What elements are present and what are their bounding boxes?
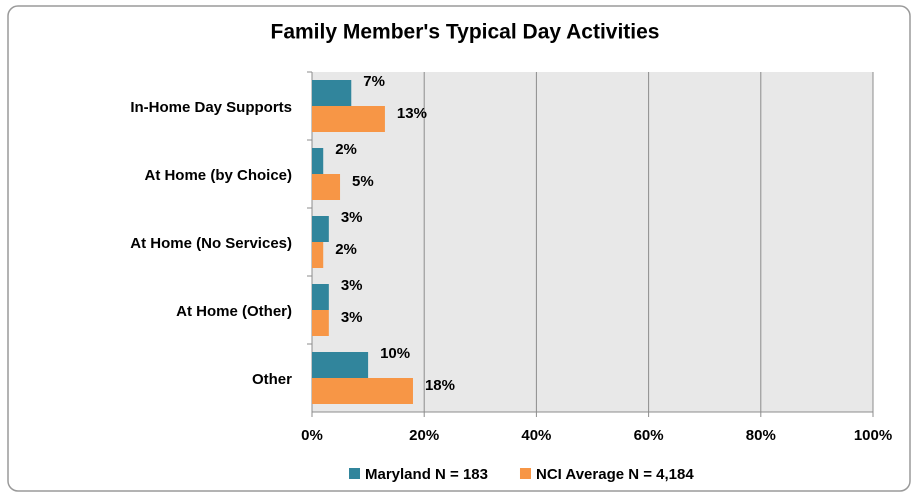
plot-area [312, 72, 873, 412]
x-tick-label: 0% [301, 427, 323, 444]
x-tick-label: 40% [521, 427, 551, 444]
value-label: 3% [341, 277, 363, 294]
bar [312, 242, 324, 268]
bar [312, 148, 324, 174]
value-label: 10% [380, 345, 410, 362]
value-label: 2% [335, 141, 357, 158]
value-label: 3% [341, 309, 363, 326]
x-tick-label: 100% [854, 427, 892, 444]
value-label: 7% [363, 73, 385, 90]
legend-swatch [519, 468, 531, 479]
legend-swatch [349, 468, 360, 479]
bar [312, 80, 352, 106]
legend-label: Maryland N = 183 [365, 466, 488, 483]
value-label: 13% [397, 105, 427, 122]
value-label: 18% [425, 377, 455, 394]
y-tick-label: At Home (by Choice) [144, 167, 292, 184]
legend-label: NCI Average N = 4,184 [536, 466, 694, 483]
bar [312, 216, 329, 242]
y-tick-label: At Home (Other) [176, 303, 292, 320]
value-label: 2% [335, 241, 357, 258]
bar [312, 352, 369, 378]
y-tick-label: In-Home Day Supports [130, 99, 292, 116]
bar [312, 284, 329, 310]
value-label: 5% [352, 173, 374, 190]
bar [312, 310, 329, 336]
bar [312, 106, 385, 132]
x-tick-label: 60% [634, 427, 664, 444]
bar [312, 174, 341, 200]
value-label: 3% [341, 209, 363, 226]
chart-title: Family Member's Typical Day Activities [271, 21, 660, 44]
bar [312, 378, 413, 404]
y-tick-label: At Home (No Services) [130, 235, 292, 252]
x-tick-label: 20% [409, 427, 439, 444]
x-tick-label: 80% [746, 427, 776, 444]
y-tick-label: Other [252, 371, 292, 388]
